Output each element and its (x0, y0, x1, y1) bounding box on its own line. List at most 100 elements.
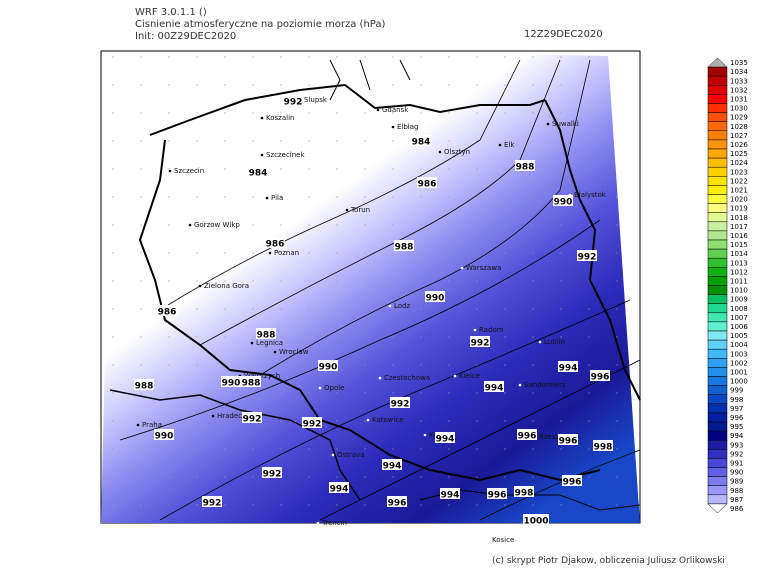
contour-label-box (523, 514, 549, 525)
colorbar-box (707, 348, 728, 359)
city-dot (546, 122, 550, 126)
contour-label-box (553, 195, 573, 206)
city-label: Szczecin (174, 167, 204, 175)
city-label: Walbrzych (244, 372, 280, 380)
contour-label-box (318, 360, 338, 371)
city-label: Slupsk (304, 96, 328, 104)
colorbar-box (707, 66, 728, 77)
contour-label-box (202, 496, 222, 507)
colorbar-box (707, 176, 728, 186)
colorbar-label: 988 (730, 487, 743, 495)
contour-label-box (329, 482, 349, 493)
city-label: Katowice (372, 416, 404, 424)
city-label: Elblag (397, 123, 419, 131)
colorbar-label: 994 (730, 432, 744, 440)
colorbar-label: 1016 (730, 232, 748, 240)
colorbar-label: 1021 (730, 186, 748, 194)
contour-label-box (562, 475, 582, 486)
colorbar-label: 1029 (730, 114, 748, 122)
city-label: Kosice (492, 536, 514, 544)
contour-label: 988 (257, 331, 276, 341)
contour-label: 994 (485, 384, 504, 394)
valid-time: 12Z29DEC2020 (524, 29, 603, 40)
contour-label-box (302, 417, 322, 428)
contour-label-box (517, 429, 537, 440)
contour-label-box (484, 381, 504, 392)
colorbar-label: 991 (730, 459, 743, 467)
contour-label: 984 (412, 138, 431, 148)
city-dot (438, 150, 442, 154)
city-dot (198, 284, 202, 288)
colorbar-label: 1009 (730, 296, 748, 304)
contour-label: 986 (158, 308, 177, 318)
colorbar-label: 996 (730, 414, 744, 422)
contour-label-box (394, 240, 414, 251)
colorbar-label: 1002 (730, 359, 748, 367)
contour-label-box (417, 177, 437, 188)
colorbar-label: 1019 (730, 205, 748, 213)
city-dot (265, 196, 269, 200)
colorbar-box (707, 130, 728, 141)
colorbar-box (707, 403, 728, 414)
contour-label: 988 (516, 163, 535, 173)
city-dot (250, 341, 254, 345)
contour-label: 998 (594, 443, 613, 453)
city-dot (211, 414, 215, 418)
colorbar-box (707, 421, 728, 432)
colorbar-box (707, 248, 728, 259)
city-dot (273, 350, 277, 354)
colorbar-label: 1035 (730, 59, 748, 67)
city-dot (453, 374, 457, 378)
contour-label-box (387, 496, 407, 507)
contour-label: 996 (559, 437, 578, 447)
contour-label: 996 (488, 491, 507, 501)
colorbar-box (707, 239, 728, 250)
colorbar-box (707, 394, 728, 405)
colorbar-label: 997 (730, 405, 743, 413)
colorbar-cap (707, 503, 728, 514)
contour-label: 992 (203, 499, 222, 509)
city-dot (316, 521, 320, 525)
city-label: Radom (479, 326, 504, 334)
contour-label: 990 (222, 379, 241, 389)
contour-label: 992 (471, 339, 490, 349)
contour-label: 996 (388, 499, 407, 509)
city-dot (188, 223, 192, 227)
city-dot (473, 328, 477, 332)
colorbar-box (707, 212, 728, 223)
colorbar-label: 1028 (730, 123, 748, 131)
contour-label-box (411, 135, 431, 146)
contour-label: 998 (515, 489, 534, 499)
city-dot (460, 266, 464, 270)
city-label: Bialystok (574, 191, 607, 199)
city-dot (391, 125, 395, 129)
contour-label-box (487, 488, 507, 499)
city-dot (260, 153, 264, 157)
colorbar-box (707, 458, 728, 468)
city-label: Zielona Gora (204, 282, 249, 290)
colorbar-box (707, 367, 728, 377)
colorbar-label: 1024 (730, 159, 748, 167)
city-dot (376, 108, 380, 112)
city-label: Sandomierz (524, 381, 566, 389)
colorbar-box (707, 185, 728, 195)
colorbar-label: 1001 (730, 368, 748, 376)
colorbar-label: 1018 (730, 214, 748, 222)
city-label: Warszawa (466, 264, 501, 272)
colorbar-box (707, 194, 728, 204)
colorbar-label: 993 (730, 441, 743, 449)
contour-label-box (593, 440, 613, 451)
contour-label: 994 (559, 364, 578, 374)
colorbar-box (707, 476, 728, 486)
city-label: Rzeszow (539, 433, 569, 441)
contour-label: 986 (266, 240, 285, 250)
city-label: Trencin (321, 519, 347, 527)
colorbar-box (707, 385, 728, 395)
city-label: Gdansk (382, 106, 409, 114)
city-label: Legnica (256, 339, 283, 347)
city-dot (318, 386, 322, 390)
colorbar-box (707, 75, 728, 86)
colorbar-box (707, 166, 728, 177)
colorbar-label: 989 (730, 478, 743, 486)
